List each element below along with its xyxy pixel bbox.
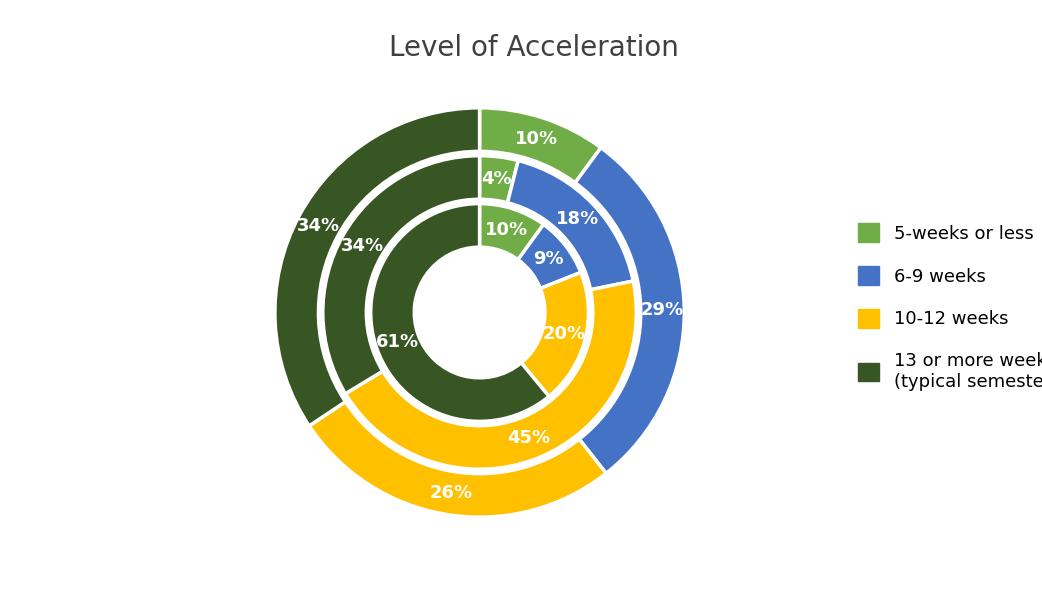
Wedge shape bbox=[507, 161, 634, 290]
Wedge shape bbox=[479, 204, 544, 260]
Text: 20%: 20% bbox=[543, 325, 586, 343]
Wedge shape bbox=[371, 204, 549, 421]
Text: 26%: 26% bbox=[429, 484, 472, 502]
Legend: 5-weeks or less, 6-9 weeks, 10-12 weeks, 13 or more weeks
(typical semesters): 5-weeks or less, 6-9 weeks, 10-12 weeks,… bbox=[849, 215, 1042, 399]
Text: 45%: 45% bbox=[507, 429, 550, 447]
Wedge shape bbox=[309, 402, 606, 517]
Text: 61%: 61% bbox=[376, 333, 419, 351]
Wedge shape bbox=[575, 148, 685, 474]
Wedge shape bbox=[275, 108, 479, 426]
Text: 18%: 18% bbox=[555, 210, 599, 228]
Wedge shape bbox=[521, 272, 589, 396]
Wedge shape bbox=[479, 108, 601, 183]
Text: 10%: 10% bbox=[485, 221, 528, 239]
Wedge shape bbox=[323, 156, 479, 393]
Title: Level of Acceleration: Level of Acceleration bbox=[389, 34, 679, 62]
Text: 34%: 34% bbox=[341, 237, 383, 255]
Text: 9%: 9% bbox=[534, 250, 564, 268]
Text: 10%: 10% bbox=[515, 130, 559, 148]
Text: 34%: 34% bbox=[297, 217, 340, 235]
Wedge shape bbox=[346, 281, 637, 469]
Wedge shape bbox=[518, 224, 580, 288]
Text: 29%: 29% bbox=[641, 300, 684, 319]
Wedge shape bbox=[479, 156, 518, 202]
Text: 4%: 4% bbox=[481, 170, 512, 187]
